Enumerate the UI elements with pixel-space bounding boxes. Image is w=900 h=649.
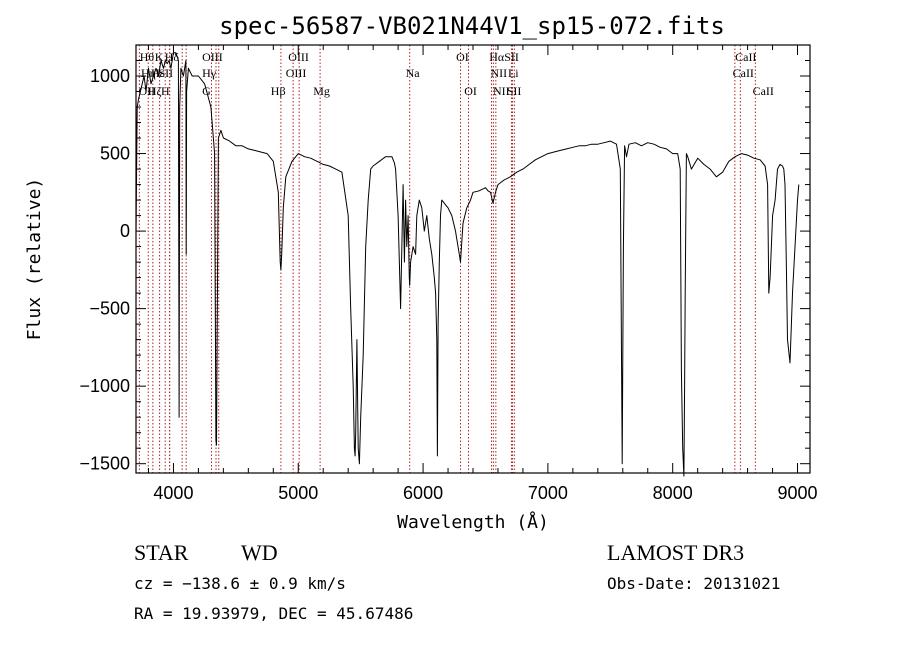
line-label-1: OII [138, 84, 155, 98]
line-label-26: CaII [733, 66, 754, 80]
line-label-14: OIII [286, 66, 307, 80]
object-class: STAR [134, 540, 189, 565]
line-label-19: Hα [489, 50, 505, 64]
line-label-22: SII [504, 50, 519, 64]
line-label-20: NII [490, 66, 507, 80]
y-tick-label-2: −500 [89, 299, 130, 319]
line-label-17: OI [456, 50, 469, 64]
y-axis-label: Flux (relative) [24, 178, 45, 341]
y-tick-label-4: 500 [100, 144, 130, 164]
plot-frame [135, 44, 811, 474]
spectrum-line [135, 52, 800, 477]
x-axis: 4000 5000 6000 7000 8000 9000 [147, 45, 818, 503]
obs-date: Obs-Date: 20131021 [607, 574, 780, 593]
coordinates: RA = 19.93979, DEC = 45.67486 [134, 604, 413, 623]
line-label-16: Na [406, 66, 421, 80]
y-tick-label-3: 0 [120, 221, 130, 241]
line-label-24: SII [507, 84, 522, 98]
line-label-21: NII [493, 84, 510, 98]
object-subclass: WD [241, 540, 278, 565]
line-label-6: H [161, 84, 170, 98]
x-tick-label-1: 5000 [278, 483, 318, 503]
line-label-23: Li [508, 66, 519, 80]
y-tick-label-5: 1000 [90, 66, 130, 86]
line-label-4: K [155, 50, 164, 64]
y-axis: −1500 −1000 −500 0 500 1000 [79, 44, 810, 474]
x-tick-label-5: 9000 [777, 483, 817, 503]
line-label-0: Hθ [140, 50, 155, 64]
line-label-27: CaII [753, 84, 774, 98]
x-tick-label-4: 8000 [653, 483, 693, 503]
line-label-8: SII [158, 66, 173, 80]
x-tick-label-0: 4000 [153, 483, 193, 503]
line-label-12: Hβ [271, 84, 286, 98]
line-label-10: Hγ [202, 66, 217, 80]
chart-title: spec-56587-VB021N44V1_sp15-072.fits [219, 12, 725, 40]
line-label-3: Hζ [148, 84, 162, 98]
x-tick-label-3: 7000 [528, 483, 568, 503]
line-label-9: OIII [202, 50, 223, 64]
line-label-25: CaII [735, 50, 756, 64]
line-label-5: Hε [151, 66, 165, 80]
x-axis-label: Wavelength (Å) [397, 511, 549, 533]
line-label-13: OIII [288, 50, 309, 64]
redshift-readout: cz = −138.6 ± 0.9 km/s [134, 574, 346, 593]
y-tick-label-0: −1500 [79, 454, 130, 474]
line-label-7: Hδ [165, 50, 180, 64]
y-tick-label-1: −1000 [79, 376, 130, 396]
line-label-15: Mg [313, 84, 330, 98]
x-tick-label-2: 6000 [403, 483, 443, 503]
line-label-18: OI [464, 84, 477, 98]
line-label-11: G [202, 84, 211, 98]
survey-name: LAMOST DR3 [607, 540, 744, 565]
